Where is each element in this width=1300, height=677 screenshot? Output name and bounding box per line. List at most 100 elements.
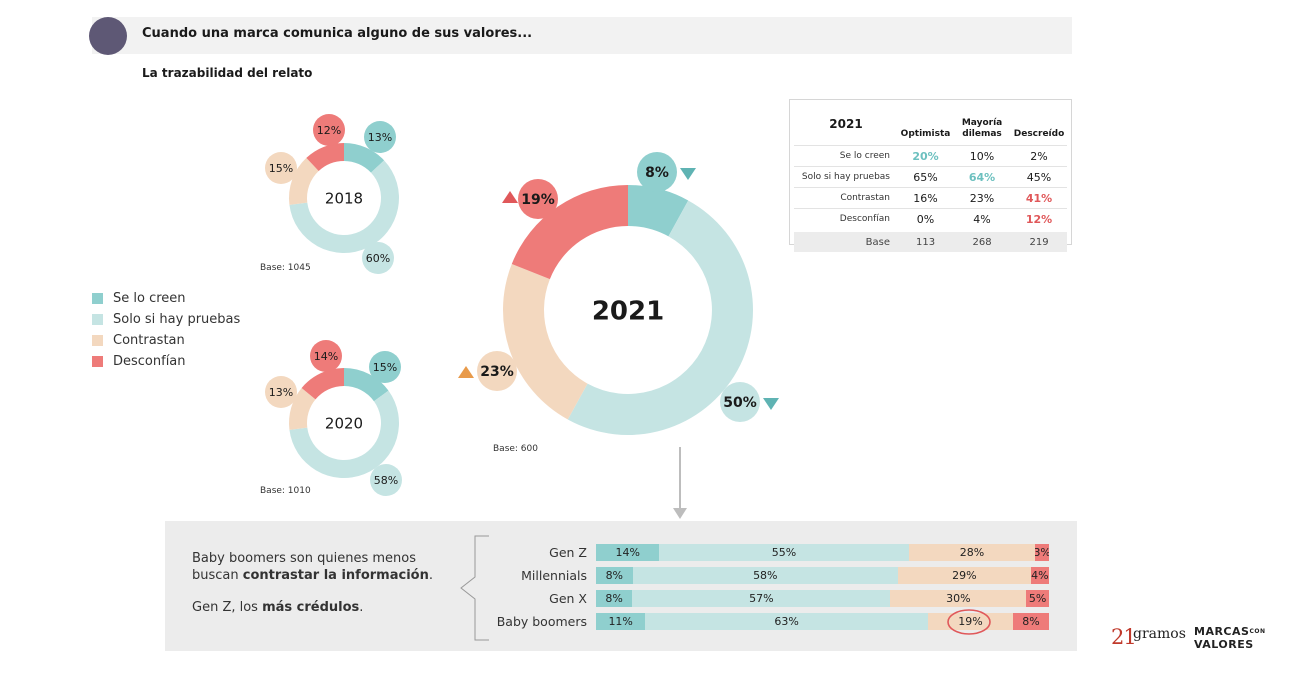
table-cell: 12% (1011, 208, 1067, 231)
percent-bubble (720, 382, 760, 422)
percent-bubble (370, 464, 402, 496)
bar-segment: 14% (596, 544, 660, 561)
percent-bubble (265, 152, 297, 184)
legend-label: Solo si hay pruebas (113, 312, 241, 327)
table-row-label: Desconfían (794, 208, 898, 231)
table-row: Contrastan 16% 23% 41% (794, 187, 1067, 209)
percent-bubble (310, 340, 342, 372)
table-row-label: Contrastan (794, 187, 898, 209)
bracket-icon (460, 535, 489, 641)
bar-segment: 4% (1030, 567, 1049, 584)
percent-label: 60% (366, 252, 390, 265)
base-label-2018: Base: 1045 (260, 263, 311, 273)
legend-swatch (92, 356, 103, 367)
legend-label: Contrastan (113, 333, 185, 348)
legend-item: Se lo creen (92, 288, 240, 309)
legend-label: Se lo creen (113, 291, 186, 306)
table-cell: 45% (1011, 166, 1067, 188)
page-subtitle: La trazabilidad del relato (142, 66, 313, 80)
donut-slice (628, 185, 689, 237)
bar-segment: 29% (897, 567, 1031, 584)
table-cell: 219 (1011, 229, 1067, 252)
table-cell: 41% (1011, 187, 1067, 209)
bar-row: 8% 57% 30% 5% (596, 590, 1049, 607)
table-cell: 268 (953, 229, 1012, 252)
percent-bubble (477, 351, 517, 391)
legend-item: Contrastan (92, 330, 240, 351)
bar-segment: 58% (632, 567, 898, 584)
table-cell: 20% (898, 145, 954, 167)
percent-bubble (265, 376, 297, 408)
table-cell: 65% (898, 166, 954, 188)
donut-year-label: 2021 (592, 296, 664, 326)
percent-label: 19% (521, 192, 555, 208)
bar-segment: 63% (645, 613, 928, 630)
header-bar (92, 17, 1072, 54)
percent-label: 23% (480, 364, 514, 380)
donut-year-label: 2020 (325, 414, 363, 432)
stacked-bars: 14%55%28%3%8%58%29%4%8%57%30%5%11%63%19%… (596, 544, 1049, 636)
base-label-2021: Base: 600 (493, 444, 538, 454)
donut-year-label: 2018 (325, 189, 363, 207)
bar-segment: 57% (632, 590, 891, 607)
percent-bubble (364, 121, 396, 153)
logo-marcas-con-valores: MARCASCON VALORES (1194, 625, 1266, 651)
table-row: Desconfían 0% 4% 12% (794, 208, 1067, 231)
bar-category-label: Baby boomers (496, 614, 587, 629)
percent-label: 14% (314, 350, 338, 363)
bar-row: 11% 63% 19% 8% (596, 613, 1049, 630)
table-row: Se lo creen 20% 10% 2% (794, 145, 1067, 167)
logo-21gramos-word: gramos (1133, 626, 1186, 642)
table-base-row: Base 113 268 219 (794, 229, 1067, 252)
donut-slice (503, 263, 588, 420)
down-arrow-icon (673, 447, 687, 519)
percent-bubble (637, 152, 677, 192)
segment-table: 2021 Optimista Mayoría dilemas Descreído… (789, 99, 1072, 252)
percent-label: 15% (373, 361, 397, 374)
donut-slice (344, 143, 385, 173)
percent-label: 13% (269, 386, 293, 399)
table-col-header: Descreído (1013, 129, 1065, 139)
table-cell: 64% (953, 166, 1012, 188)
percent-label: 15% (269, 162, 293, 175)
donut-slice (289, 390, 399, 478)
donut-slice (344, 368, 389, 402)
bar-category-label: Gen X (549, 591, 587, 606)
bar-category-label: Gen Z (549, 545, 587, 560)
header-dot (89, 17, 127, 55)
percent-label: 12% (317, 124, 341, 137)
percent-bubble (362, 242, 394, 274)
donut-slice (289, 157, 319, 205)
percent-label: 50% (723, 395, 757, 411)
legend-swatch (92, 293, 103, 304)
logo-21gramos-number: 21 (1111, 625, 1137, 649)
bar-row: 8% 58% 29% 4% (596, 567, 1049, 584)
highlight-circle (947, 609, 991, 635)
insight-text: Baby boomers son quienes menos buscan co… (192, 551, 433, 615)
bar-segment: 5% (1026, 590, 1049, 607)
table-row-label: Solo si hay pruebas (794, 166, 898, 188)
percent-label: 13% (368, 131, 392, 144)
percent-label: 58% (374, 474, 398, 487)
donut-slice (306, 143, 344, 172)
table-col-header: Optimista (900, 129, 951, 139)
page-title: Cuando una marca comunica alguno de sus … (142, 26, 533, 41)
table-cell: 0% (898, 208, 954, 231)
bar-segment: 11% (596, 613, 646, 630)
table-cell: 16% (898, 187, 954, 209)
bar-segment: 8% (1013, 613, 1049, 630)
table-cell: 23% (953, 187, 1012, 209)
segment-table-grid: 2021 Optimista Mayoría dilemas Descreído… (794, 104, 1067, 252)
bar-segment: 8% (596, 590, 633, 607)
bar-segment: 28% (908, 544, 1036, 561)
legend-swatch (92, 335, 103, 346)
legend-item: Solo si hay pruebas (92, 309, 240, 330)
legend-label: Desconfían (113, 354, 186, 369)
bar-segment: 3% (1035, 544, 1049, 561)
percent-bubble (313, 114, 345, 146)
legend-item: Desconfían (92, 351, 240, 372)
bar-segment: 30% (890, 590, 1027, 607)
trend-up-icon (502, 191, 518, 203)
table-cell: 10% (953, 145, 1012, 167)
